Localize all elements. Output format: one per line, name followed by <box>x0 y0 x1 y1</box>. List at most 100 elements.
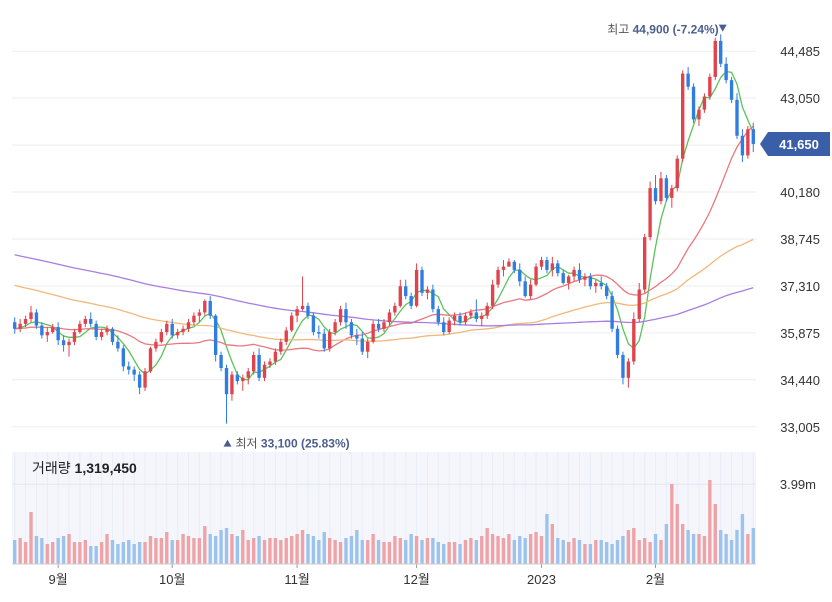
volume-bar <box>425 538 430 564</box>
candle-body <box>349 322 354 336</box>
volume-bar <box>626 530 631 564</box>
candle-body <box>507 261 511 267</box>
candle-body <box>72 332 77 342</box>
volume-bar <box>311 536 316 564</box>
volume-bar <box>241 530 245 564</box>
candle-body <box>632 318 636 362</box>
candle-body <box>94 323 98 337</box>
volume-bar <box>501 538 506 564</box>
volume-bar <box>181 534 185 564</box>
candle-body <box>154 341 158 349</box>
volume-bar <box>306 534 310 564</box>
candle-body <box>653 188 658 202</box>
volume-bar <box>561 540 565 564</box>
volume-bar <box>550 524 555 564</box>
candle-body <box>268 361 272 365</box>
volume-bar <box>23 542 28 564</box>
volume-bar <box>29 512 33 564</box>
candle-body <box>13 322 17 329</box>
volume-bar <box>159 538 164 564</box>
volume-bar <box>512 540 517 564</box>
volume-bar <box>474 540 479 564</box>
volume-bar <box>653 534 658 564</box>
volume-bar <box>257 536 261 564</box>
volume-bar <box>480 536 484 564</box>
candle-body <box>729 80 734 100</box>
candle-body <box>78 323 82 333</box>
volume-bar <box>702 536 707 564</box>
candle-body <box>230 374 234 395</box>
volume-bar <box>78 542 82 564</box>
candle-body <box>610 296 614 329</box>
current-price-label: 41,650 <box>779 137 819 152</box>
volume-bar <box>284 538 288 564</box>
volume-bar <box>556 538 560 564</box>
axis-layer: 44,48543,05041,61540,18038,74537,31035,8… <box>12 44 820 587</box>
candle-body <box>594 282 598 287</box>
volume-bar <box>740 514 745 564</box>
volume-bar <box>583 544 587 564</box>
candle-body <box>208 300 212 316</box>
volume-bar <box>518 536 522 564</box>
volume-bar <box>219 530 223 564</box>
volume-bar <box>621 536 625 564</box>
volume-title-value: 1,319,450 <box>74 460 137 476</box>
candle-body <box>219 354 223 369</box>
candle-body <box>192 315 196 323</box>
candle-body <box>371 323 375 342</box>
candle-body <box>181 328 185 333</box>
ma60-line <box>14 238 754 342</box>
candle-body <box>681 73 685 159</box>
volume-bar <box>436 542 440 564</box>
candle-body <box>127 366 131 370</box>
volume-bar <box>110 540 115 564</box>
volume-bar <box>485 528 489 564</box>
candle-body <box>360 338 364 352</box>
candle-body <box>322 333 326 349</box>
candle-body <box>550 263 555 270</box>
candle-body <box>452 315 457 321</box>
high-marker-triangle <box>718 24 727 32</box>
candle-body <box>539 260 544 267</box>
candle-body <box>621 354 625 378</box>
candle-body <box>311 315 316 333</box>
candle-body <box>295 309 299 316</box>
volume-bar <box>235 536 240 564</box>
volume-bar <box>691 534 696 564</box>
candle-body <box>328 332 332 349</box>
candle-body <box>34 312 39 326</box>
volume-bar <box>197 538 202 564</box>
high-price-value: 44,900 (-7.24%) <box>633 23 719 37</box>
volume-bar <box>208 534 212 564</box>
candle-body <box>420 269 424 293</box>
candle-body <box>686 73 690 87</box>
volume-bar <box>116 544 120 564</box>
candle-body <box>23 318 28 324</box>
volume-bar <box>175 540 180 564</box>
candle-body <box>626 361 631 378</box>
candle-body <box>480 315 484 319</box>
candle-body <box>251 354 256 372</box>
volume-bar <box>599 540 603 564</box>
price-tick-label: 33,005 <box>780 420 820 435</box>
volume-title-label: 거래량 <box>32 460 71 476</box>
candle-body <box>659 178 663 202</box>
high-price-marker: 최고 44,900 (-7.24%) <box>607 23 727 37</box>
candle-body <box>355 335 359 339</box>
candle-body <box>393 305 397 313</box>
candle-body <box>165 323 169 333</box>
volume-bar <box>447 542 451 564</box>
volume-bar <box>507 534 511 564</box>
price-tick-label: 40,180 <box>780 185 820 200</box>
candle-body <box>40 325 44 336</box>
candle-body <box>45 332 49 336</box>
candle-body <box>414 269 419 306</box>
volume-bar <box>143 542 147 564</box>
x-axis-label: 10월 <box>159 572 185 587</box>
volume-bar <box>137 542 142 564</box>
volume-bar <box>393 536 397 564</box>
x-axis-label: 2023 <box>527 572 556 587</box>
candle-body <box>664 178 669 198</box>
candle-body <box>697 109 701 120</box>
